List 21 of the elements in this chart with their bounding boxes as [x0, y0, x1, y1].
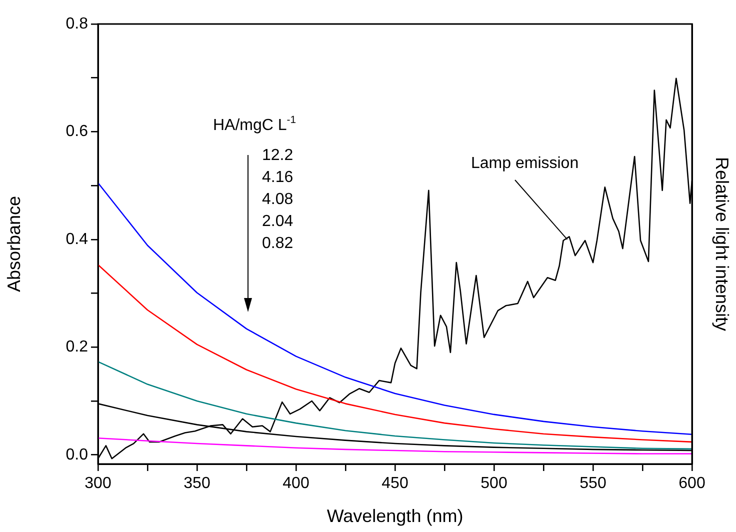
annotation: 0.82 [262, 235, 294, 252]
annotation: Lamp emission [471, 155, 579, 172]
annotation: 12.2 [262, 147, 294, 164]
y-tick-label: 0.2 [66, 338, 88, 356]
x-tick-label: 400 [282, 475, 310, 492]
y-tick-label: 0.0 [66, 446, 88, 464]
x-axis-title: Wavelength (nm) [326, 506, 464, 526]
x-tick-label: 350 [184, 475, 210, 492]
y-tick-label: 0.8 [66, 15, 88, 32]
x-tick-label: 500 [480, 475, 508, 492]
annotation: 2.04 [262, 213, 294, 230]
y-tick-label: 0.6 [66, 123, 88, 140]
y-tick-label: 0.4 [66, 230, 88, 248]
annotation: 4.16 [262, 169, 294, 186]
y-axis-title: Absorbance [4, 196, 24, 292]
x-tick-label: 300 [84, 475, 112, 492]
x-tick-label: 450 [382, 475, 408, 492]
x-tick-label: 600 [678, 475, 706, 492]
annotation: 4.08 [262, 191, 294, 208]
x-tick-label: 550 [580, 475, 606, 492]
y2-axis-title: Relative light intensity [712, 156, 732, 332]
